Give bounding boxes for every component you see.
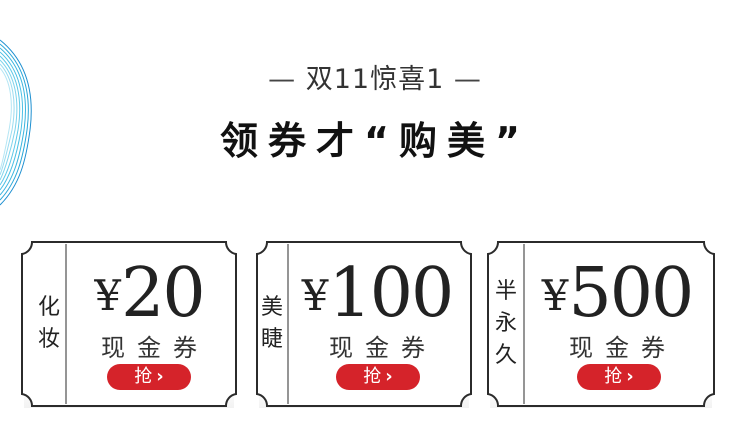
subtitle-dash-left: — [268,64,297,95]
grab-button-label: 抢 [134,366,153,387]
coupon-category-char: 永 [494,311,517,336]
coupon-category-char: 化 [37,295,60,320]
subtitle-dash-right: — [453,64,482,95]
coupon-card[interactable]: 化 妆 ¥20 现金券 抢 › [20,240,238,408]
chevron-right-icon: › [385,366,393,387]
chevron-right-icon: › [626,366,634,387]
grab-button[interactable]: 抢 › [577,364,661,390]
coupon-category-char: 妆 [37,327,60,352]
coupon-category: 半 永 久 [491,240,521,408]
coupon-card[interactable]: 半 永 久 ¥500 现金券 抢 › [486,240,716,408]
coupon-card[interactable]: 美 睫 ¥100 现金券 抢 › [255,240,473,408]
coupon-value: 500 [568,254,694,333]
coupon-category-char: 久 [494,343,517,368]
currency-symbol: ¥ [301,271,329,320]
subtitle-text: 双11惊喜1 [305,64,445,95]
coupon-category: 美 睫 [257,240,287,408]
coupon-category: 化 妆 [34,240,64,408]
wave-lines-decoration [0,39,32,206]
ticket-outline [487,241,715,407]
coupon-category-char: 半 [494,279,517,304]
coupon-label: 现金券 [569,334,677,362]
coupon-label: 现金券 [329,334,437,362]
coupon-value: 20 [121,254,206,333]
coupon-category-char: 睫 [260,327,283,352]
coupon-label: 现金券 [101,334,209,362]
coupon-amount: ¥500 [528,254,706,333]
grab-button-label: 抢 [604,366,623,387]
coupon-category-char: 美 [260,295,283,320]
coupon-value: 100 [328,254,454,333]
grab-button[interactable]: 抢 › [107,364,191,390]
chevron-right-icon: › [156,366,164,387]
currency-symbol: ¥ [94,271,122,320]
coupon-amount: ¥20 [70,254,228,333]
grab-button[interactable]: 抢 › [336,364,420,390]
page-title: 领券才“购美” [220,119,530,163]
coupon-amount: ¥100 [291,254,463,333]
grab-button-label: 抢 [363,366,382,387]
currency-symbol: ¥ [541,271,569,320]
subtitle: — 双11惊喜1 — [0,57,750,96]
ticket-outline [256,241,472,407]
